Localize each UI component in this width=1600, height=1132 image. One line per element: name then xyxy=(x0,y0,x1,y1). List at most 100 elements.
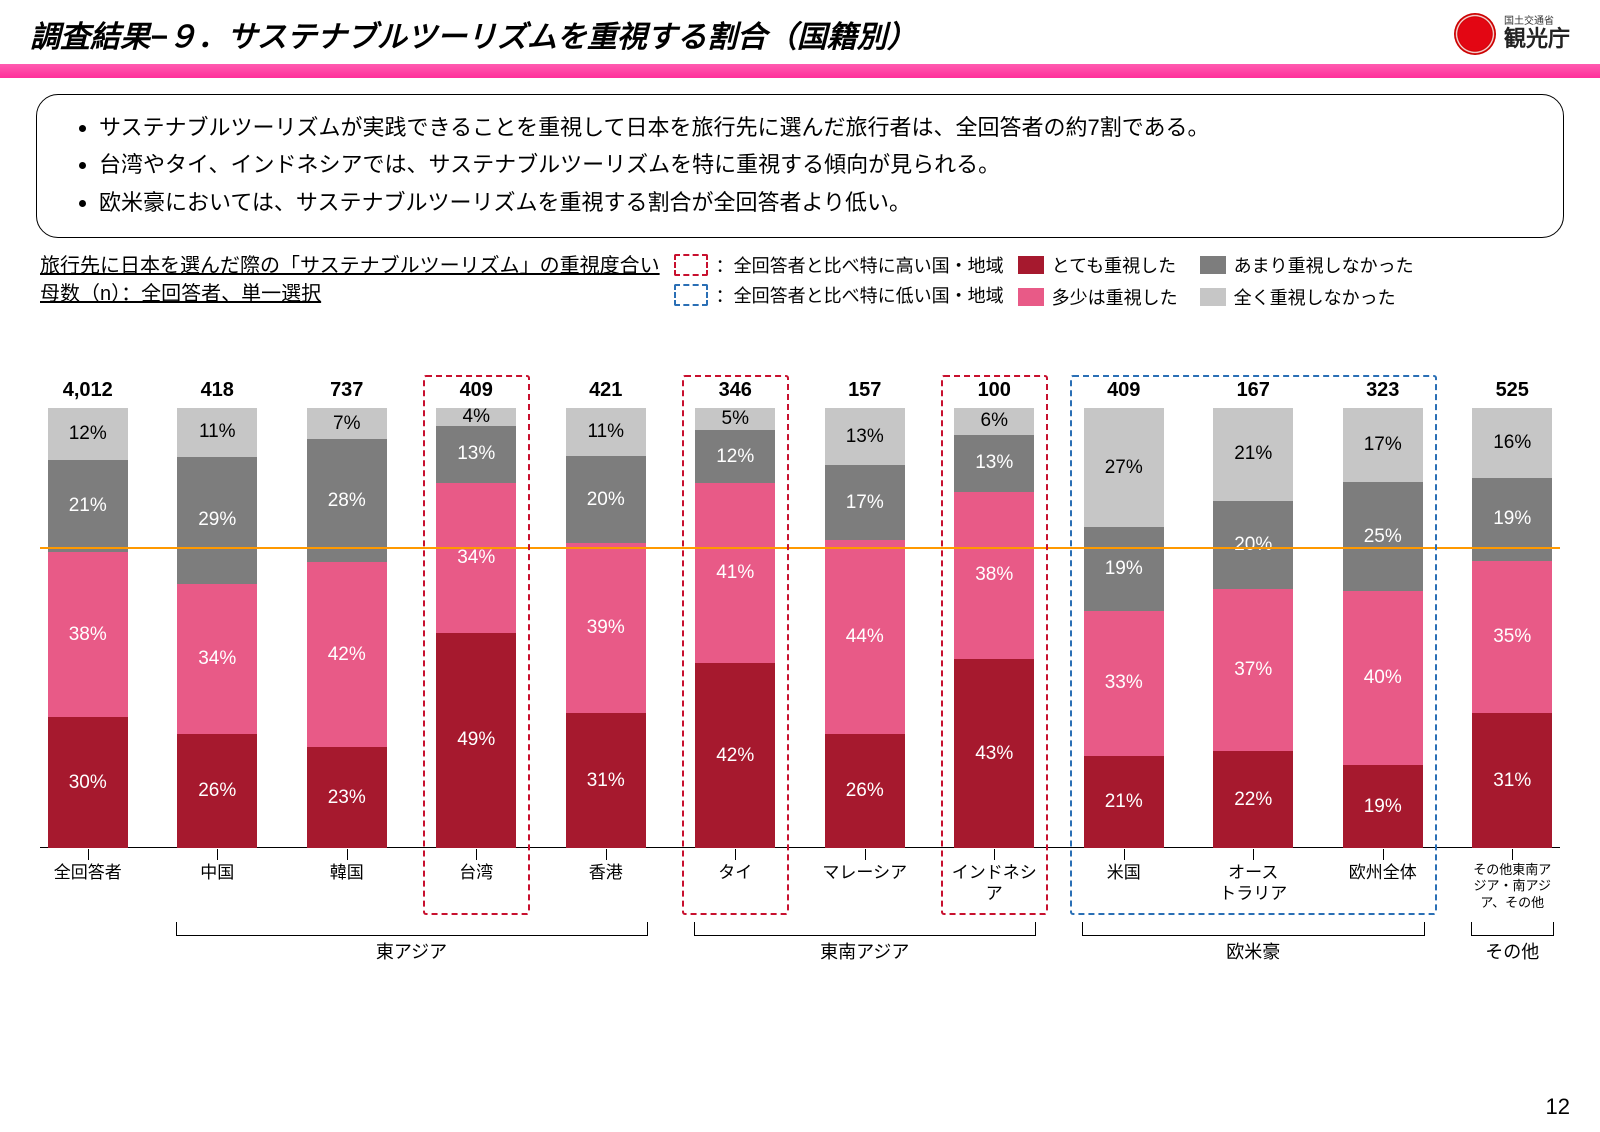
legend-series: とても重視した あまり重視しなかった多少は重視した 全く重視しなかった xyxy=(1018,252,1414,310)
bar-segment: 43% xyxy=(954,659,1034,848)
x-axis xyxy=(40,847,1560,849)
bar-column: 16722%37%20%21% xyxy=(1206,379,1302,848)
category-label: オーストラリア xyxy=(1206,862,1302,911)
reference-line xyxy=(40,547,1560,549)
bar-segment: 13% xyxy=(825,408,905,465)
category-label: 欧州全体 xyxy=(1335,862,1431,911)
bar-segment: 17% xyxy=(825,465,905,540)
bar-segment: 30% xyxy=(48,717,128,848)
legend-label: とても重視した xyxy=(1052,252,1177,278)
legend-swatch xyxy=(1018,288,1044,306)
bar-segment: 7% xyxy=(307,408,387,439)
bar-segment: 39% xyxy=(566,543,646,713)
axis-tick xyxy=(994,849,995,860)
legend-label: 多少は重視した xyxy=(1052,284,1178,310)
bar-segment: 42% xyxy=(307,562,387,747)
stacked-bar: 26%34%29%11% xyxy=(177,408,257,848)
bar-segment: 41% xyxy=(695,483,775,663)
bar-column: 41826%34%29%11% xyxy=(170,379,266,848)
agency-logo: 国土交通省 観光庁 xyxy=(1454,13,1570,55)
bar-segment: 13% xyxy=(436,426,516,483)
category-label: 韓国 xyxy=(299,862,395,911)
legend-swatch xyxy=(1200,288,1226,306)
bar-segment: 34% xyxy=(436,483,516,633)
group-label: その他 xyxy=(1485,938,1539,964)
bar-column: 32319%40%25%17% xyxy=(1335,379,1431,848)
bar-segment: 27% xyxy=(1084,408,1164,527)
stacked-bar: 49%34%13%4% xyxy=(436,408,516,848)
bar-segment: 33% xyxy=(1084,611,1164,756)
bar-segment: 19% xyxy=(1084,527,1164,611)
bar-segment: 26% xyxy=(177,734,257,848)
legend-swatch xyxy=(1200,256,1226,274)
bar-segment: 21% xyxy=(1213,408,1293,500)
dash-swatch-low xyxy=(674,284,708,306)
summary-bullet: 欧米豪においては、サステナブルツーリズムを重視する割合が全回答者より低い。 xyxy=(99,184,1535,221)
axis-tick xyxy=(1253,849,1254,860)
stacked-bar: 19%40%25%17% xyxy=(1343,408,1423,848)
bar-n-value: 100 xyxy=(978,379,1011,402)
bar-segment: 19% xyxy=(1343,765,1423,848)
logo-icon xyxy=(1454,13,1496,55)
group-braces: 東アジア 東南アジア 欧米豪 その他 xyxy=(40,922,1560,982)
bar-segment: 12% xyxy=(48,408,128,460)
page-title: 調査結果−９．サステナブルツーリズムを重視する割合（国籍別） xyxy=(30,12,917,56)
axis-tick xyxy=(865,849,866,860)
category-label: その他東南アジア・南アジア、その他 xyxy=(1465,862,1561,911)
bar-column: 34642%41%12%5% xyxy=(688,379,784,848)
bar-column: 52531%35%19%16% xyxy=(1465,379,1561,848)
stacked-bar: 26%44%17%13% xyxy=(825,408,905,848)
stacked-bar: 31%39%20%11% xyxy=(566,408,646,848)
legend-item: とても重視した xyxy=(1018,252,1178,278)
bar-segment: 28% xyxy=(307,439,387,562)
stacked-bar-chart: 4,01230%38%21%12%41826%34%29%11%73723%42… xyxy=(40,338,1560,918)
axis-tick xyxy=(735,849,736,860)
axis-tick xyxy=(1512,849,1513,860)
bar-segment: 12% xyxy=(695,430,775,483)
bar-segment: 20% xyxy=(566,456,646,543)
legend-highlight: ：全回答者と比べ特に高い国・地域 ：全回答者と比べ特に低い国・地域 xyxy=(674,252,1004,308)
group-label: 東アジア xyxy=(376,938,447,964)
legend-item: 多少は重視した xyxy=(1018,284,1178,310)
category-label: 米国 xyxy=(1076,862,1172,911)
bar-column: 15726%44%17%13% xyxy=(817,379,913,848)
stacked-bar: 22%37%20%21% xyxy=(1213,408,1293,848)
group-label: 東南アジア xyxy=(820,938,909,964)
bar-column: 40921%33%19%27% xyxy=(1076,379,1172,848)
bar-segment: 40% xyxy=(1343,591,1423,765)
bar-column: 40949%34%13%4% xyxy=(429,379,525,848)
group-brace xyxy=(1471,922,1555,936)
axis-tick xyxy=(476,849,477,860)
page-number: 12 xyxy=(1546,1094,1570,1120)
axis-tick xyxy=(606,849,607,860)
bar-segment: 23% xyxy=(307,747,387,848)
category-label: タイ xyxy=(688,862,784,911)
bar-segment: 38% xyxy=(48,552,128,718)
legend-label: 全く重視しなかった xyxy=(1234,284,1396,310)
bar-segment: 34% xyxy=(177,584,257,734)
bar-segment: 11% xyxy=(566,408,646,456)
group-brace xyxy=(176,922,648,936)
bar-segment: 21% xyxy=(48,460,128,551)
bar-column: 42131%39%20%11% xyxy=(558,379,654,848)
axis-tick xyxy=(347,849,348,860)
bar-segment: 11% xyxy=(177,408,257,456)
legend-swatch xyxy=(1018,256,1044,274)
bar-segment: 26% xyxy=(825,734,905,848)
bar-segment: 35% xyxy=(1472,561,1552,713)
bar-segment: 17% xyxy=(1343,408,1423,482)
category-label: 全回答者 xyxy=(40,862,136,911)
stacked-bar: 43%38%13%6% xyxy=(954,408,1034,848)
stacked-bar: 23%42%28%7% xyxy=(307,408,387,848)
summary-bullets: サステナブルツーリズムが実践できることを重視して日本を旅行先に選んだ旅行者は、全… xyxy=(36,94,1564,238)
legend-high-label: ：全回答者と比べ特に高い国・地域 xyxy=(716,252,1004,278)
bar-column: 4,01230%38%21%12% xyxy=(40,379,136,848)
bar-n-value: 737 xyxy=(330,379,363,402)
bar-segment: 4% xyxy=(436,408,516,426)
group-label: 欧米豪 xyxy=(1226,938,1280,964)
bar-segment: 37% xyxy=(1213,589,1293,752)
category-label: 中国 xyxy=(170,862,266,911)
bar-segment: 42% xyxy=(695,663,775,848)
group-brace xyxy=(1082,922,1425,936)
legend-label: あまり重視しなかった xyxy=(1234,252,1414,278)
